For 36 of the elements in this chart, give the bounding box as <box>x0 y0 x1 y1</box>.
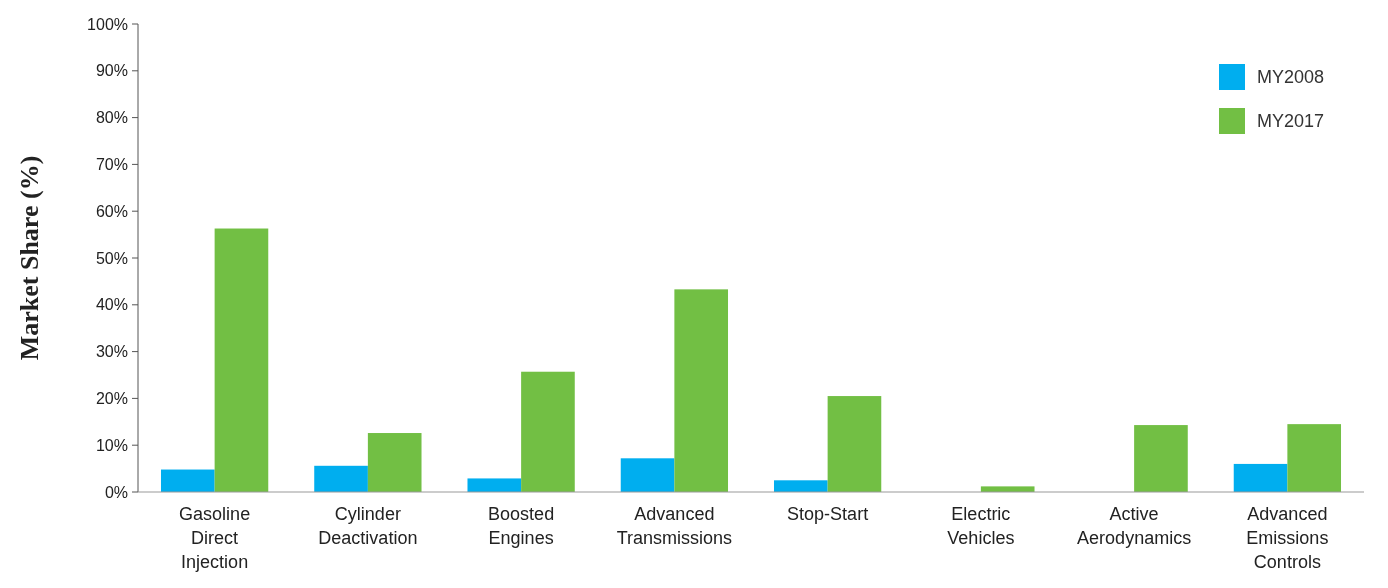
bar <box>367 433 422 492</box>
x-tick-label: Advanced Transmissions <box>616 504 733 548</box>
y-tick-label: 60% <box>95 202 128 220</box>
legend-label: MY2017 <box>1257 111 1325 132</box>
y-tick-label: 100% <box>87 15 128 33</box>
y-tick-label: 0% <box>104 483 128 501</box>
bar <box>1134 425 1188 492</box>
y-tick-label: 50% <box>95 249 128 267</box>
y-tick-label: 10% <box>95 436 128 454</box>
y-tick-label: 30% <box>95 343 128 361</box>
bar <box>980 486 1035 492</box>
x-tick-label: Gasoline Direct Injection <box>179 504 251 572</box>
bar <box>160 469 215 492</box>
y-tick-label: 40% <box>95 296 128 314</box>
x-tick-label: Cylinder Deactivation <box>318 504 418 548</box>
bar <box>467 478 522 492</box>
x-tick-label: Active Aerodynamics <box>1077 504 1192 548</box>
y-axis-title: Market Share (%) <box>15 155 44 361</box>
y-tick-label: 80% <box>95 109 128 127</box>
bar <box>674 289 729 492</box>
y-tick-label: 20% <box>95 390 128 407</box>
bar <box>214 228 269 492</box>
y-tick-label: 90% <box>95 62 128 80</box>
bar <box>1287 424 1342 492</box>
legend-label: MY2008 <box>1257 67 1325 88</box>
bar <box>827 396 882 492</box>
x-tick-label: Electric Vehicles <box>947 504 1015 548</box>
bar <box>773 480 828 492</box>
bar <box>620 458 675 492</box>
x-tick-label: Stop-Start <box>787 504 869 524</box>
bar <box>521 371 575 492</box>
bar <box>1233 463 1288 492</box>
x-tick-label: Advanced Emissions Controls <box>1246 504 1329 572</box>
y-tick-label: 70% <box>95 156 128 173</box>
bar <box>314 465 368 492</box>
x-tick-label: Boosted Engines <box>488 504 555 548</box>
